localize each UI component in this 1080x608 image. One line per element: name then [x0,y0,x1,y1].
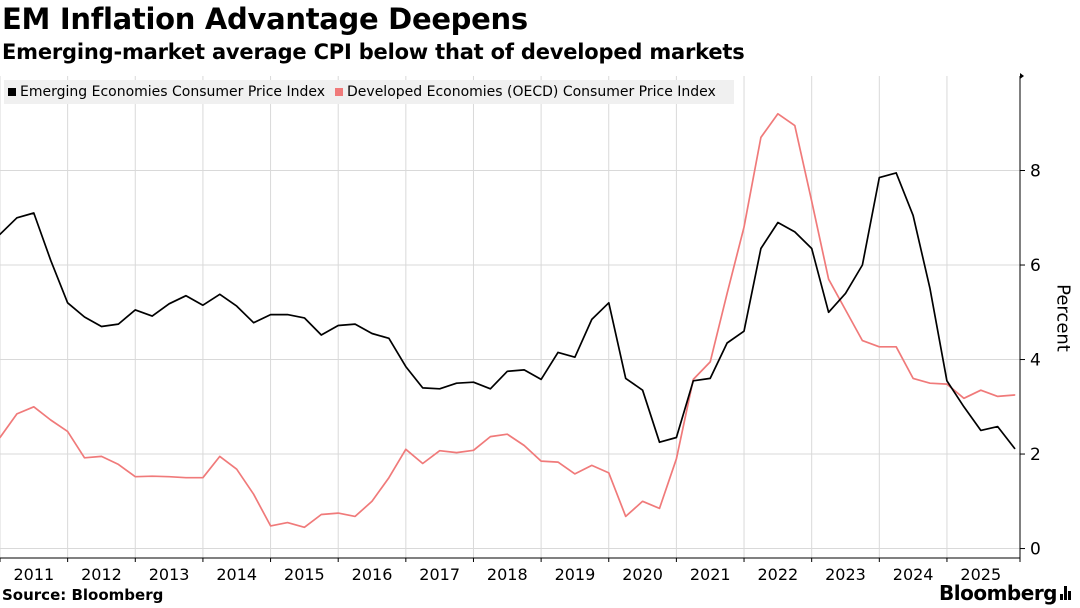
y-tick-label-2: 2 [1030,445,1041,465]
x-tick-label-2020: 2020 [622,565,663,584]
x-tick-label-2023: 2023 [825,565,866,584]
chart-title: EM Inflation Advantage Deepens [2,2,528,36]
x-axis: 2011 2012 2013 2014 2015 2016 2017 2018 2019 2020… [0,557,1020,584]
x-tick-label-2021: 2021 [690,565,731,584]
brand-text: Bloomberg [939,581,1057,605]
y-tick-label-6: 6 [1030,256,1041,276]
y-tick-label-0: 0 [1030,540,1041,560]
series-line-dm-cpi [0,112,1016,529]
y-axis-arrow [1020,73,1024,79]
x-tick-label-2022: 2022 [757,565,798,584]
legend-swatch-em [8,88,16,96]
source-note: Source: Bloomberg [2,586,164,604]
y-axis-label: Percent [1052,284,1074,352]
x-tick-label-2013: 2013 [149,565,190,584]
x-tick-label-2014: 2014 [216,565,257,584]
x-tick-label-2019: 2019 [555,565,596,584]
legend-label-em: Emerging Economies Consumer Price Index [20,84,326,100]
legend: Emerging Economies Consumer Price Index … [4,80,734,104]
gridlines [0,76,1020,558]
bar-chart-icon [1060,586,1072,600]
x-tick-label-2018: 2018 [487,565,528,584]
legend-label-dm: Developed Economies (OECD) Consumer Pric… [347,84,716,100]
y-axis: 0 2 4 6 8 [1019,73,1041,562]
legend-item-em: Emerging Economies Consumer Price Index [8,84,325,100]
x-tick-label-2017: 2017 [419,565,460,584]
y-tick-label-8: 8 [1030,162,1041,182]
legend-swatch-dm [335,88,344,96]
x-tick-label-2016: 2016 [352,565,393,584]
bloomberg-logo: Bloomberg [939,581,1072,605]
x-tick-label-2011: 2011 [13,565,54,584]
legend-item-dm: Developed Economies (OECD) Consumer Pric… [335,84,716,100]
x-tick-label-2012: 2012 [81,565,122,584]
series-lines [0,112,1016,529]
x-tick-label-2025: 2025 [960,565,1001,584]
y-tick-label-4: 4 [1030,351,1041,371]
x-tick-label-2015: 2015 [284,565,325,584]
chart-subtitle: Emerging-market average CPI below that o… [2,40,745,64]
x-tick-label-2024: 2024 [893,565,934,584]
series-line-em-cpi [0,172,1016,450]
